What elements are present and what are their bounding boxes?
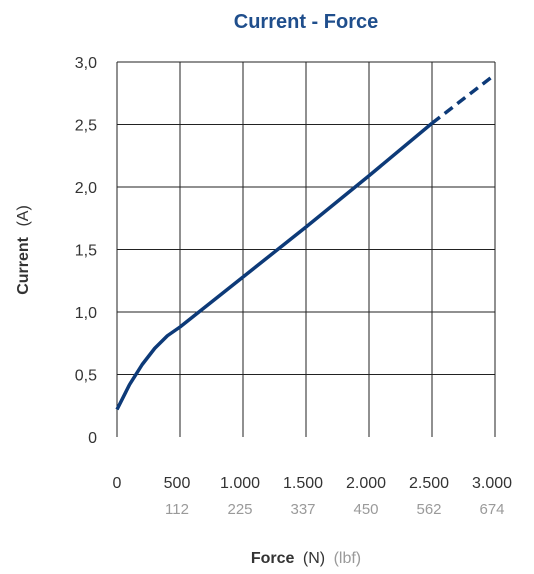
x-tick-label-lbf: 225 [227,501,252,518]
chart-title: Current - Force [234,11,378,33]
series-line-solid [115,121,434,411]
x-tick-label: 2.000 [346,475,386,492]
x-tick-label: 0 [113,475,122,492]
y-axis-label-name: Current [15,236,32,294]
x-tick-label: 2.500 [409,475,449,492]
x-tick-label-lbf: 450 [353,501,378,518]
x-tick-label: 500 [164,475,191,492]
y-tick-label: 0 [88,430,97,447]
y-axis-label-unit: (A) [15,205,32,226]
y-tick-labels: 0 0,5 1,0 1,5 2,0 2,5 3,0 [75,55,97,447]
series-layer [115,73,497,411]
y-tick-label: 2,5 [75,118,97,135]
y-tick-label: 0,5 [75,368,97,385]
x-axis-label: Force (N) (lbf) [251,550,361,567]
x-tick-label: 3.000 [472,475,512,492]
x-tick-labels: 0 500 1.000 1.500 2.000 2.500 3.000 [113,475,513,492]
y-tick-label: 3,0 [75,55,97,72]
x-axis-label-unit: (N) [303,550,325,567]
x-tick-label-lbf: 674 [479,501,504,518]
x-tick-label-lbf: 562 [416,501,441,518]
x-tick-label-lbf: 112 [165,501,189,518]
x-tick-label: 1.500 [283,475,323,492]
y-tick-label: 1,0 [75,305,97,322]
y-tick-label: 1,5 [75,243,97,260]
series-line-dashed [430,73,497,125]
x-axis-label-name: Force [251,550,295,567]
x-tick-labels-lbf: 112 225 337 450 562 674 [165,501,504,518]
y-axis-label: Current (A) [15,205,32,295]
x-tick-label: 1.000 [220,475,260,492]
x-tick-label-lbf: 337 [290,501,315,518]
x-axis-label-unit-lbf: (lbf) [334,550,362,567]
y-tick-label: 2,0 [75,180,97,197]
